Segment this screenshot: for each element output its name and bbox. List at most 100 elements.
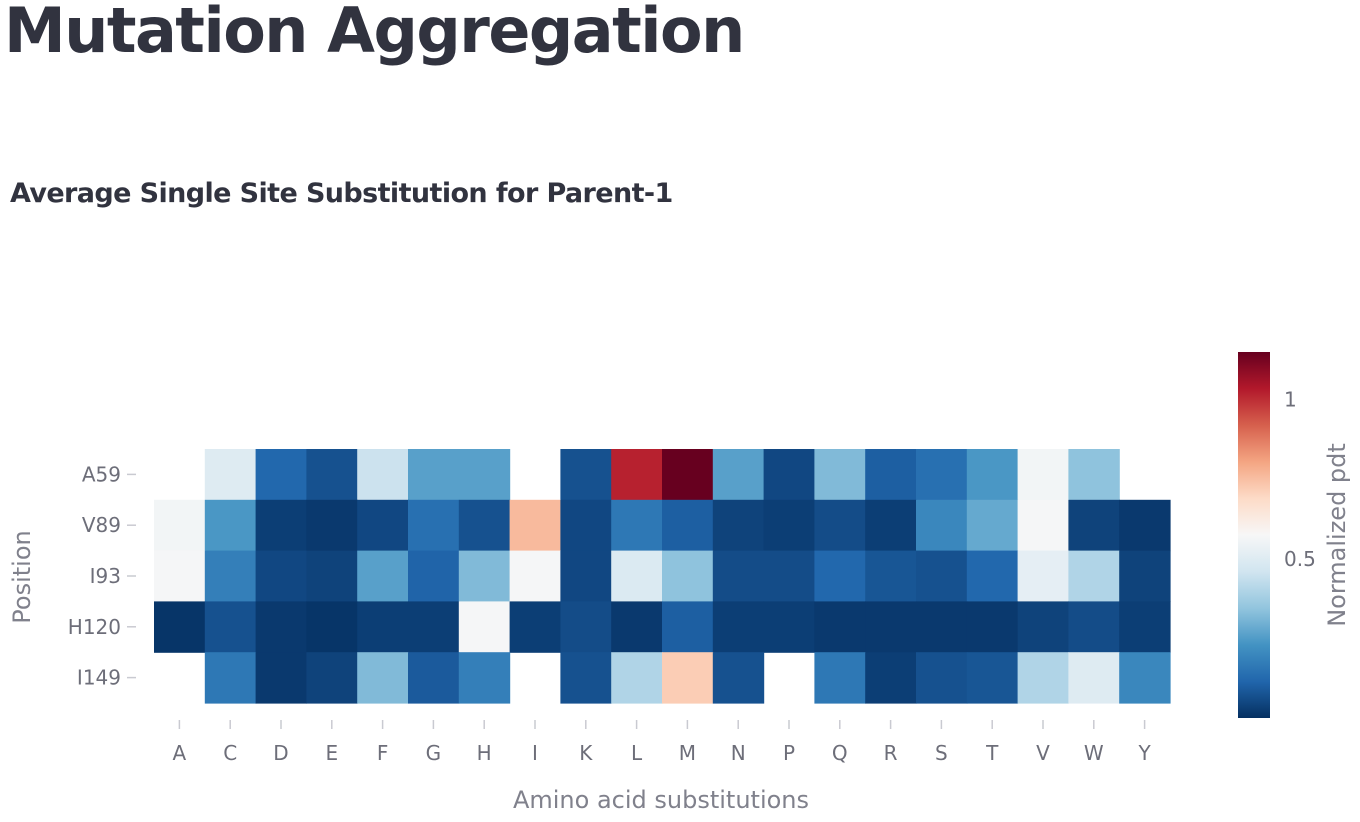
heatmap-cell-I149-T[interactable]	[966, 652, 1019, 704]
heatmap-cell-I93-Y[interactable]	[1119, 550, 1171, 602]
heatmap-cell-V89-W[interactable]	[1068, 499, 1120, 552]
y-axis-title: Position	[8, 530, 36, 623]
heatmap-cell-I149-C[interactable]	[204, 652, 257, 704]
heatmap-cell-A59-M[interactable]	[662, 449, 714, 501]
heatmap-cell-I149-K[interactable]	[560, 652, 612, 704]
heatmap-cell-I149-Q[interactable]	[814, 652, 866, 704]
heatmap-cell-I93-K[interactable]	[560, 550, 612, 602]
heatmap-cell-A59-S[interactable]	[916, 449, 968, 501]
heatmap-cell-V89-D[interactable]	[255, 499, 307, 552]
heatmap-cell-V89-Y[interactable]	[1119, 499, 1171, 552]
heatmap-cell-H120-H[interactable]	[458, 601, 511, 653]
heatmap-cell-V89-A[interactable]	[154, 499, 206, 552]
heatmap-cell-H120-A[interactable]	[154, 601, 206, 653]
heatmap-cell-H120-R[interactable]	[865, 601, 917, 653]
heatmap-cell-V89-H[interactable]	[458, 499, 511, 552]
heatmap-cell-I93-C[interactable]	[204, 550, 257, 602]
heatmap-cell-I93-I[interactable]	[509, 550, 561, 602]
heatmap-cell-H120-I[interactable]	[509, 601, 561, 653]
heatmap-cell-I149-Y[interactable]	[1119, 652, 1171, 704]
heatmap-cell-H120-Q[interactable]	[814, 601, 866, 653]
heatmap-cell-H120-N[interactable]	[712, 601, 765, 653]
heatmap-cell-I93-N[interactable]	[712, 550, 765, 602]
heatmap-cell-I93-D[interactable]	[255, 550, 307, 602]
heatmap-cell-I149-E[interactable]	[306, 652, 358, 704]
heatmap-cell-I93-E[interactable]	[306, 550, 358, 602]
heatmap-cell-I93-P[interactable]	[763, 550, 815, 602]
heatmap-cell-H120-W[interactable]	[1068, 601, 1120, 653]
heatmap-cell-I149-W[interactable]	[1068, 652, 1120, 704]
heatmap-cell-I149-L[interactable]	[611, 652, 663, 704]
heatmap-cell-I149-N[interactable]	[712, 652, 765, 704]
heatmap-cell-V89-I[interactable]	[509, 499, 561, 552]
heatmap-cell-A59-C[interactable]	[204, 449, 257, 501]
y-tick-label: I93	[90, 564, 121, 588]
heatmap-cell-A59-H[interactable]	[458, 449, 511, 501]
heatmap-cell-V89-R[interactable]	[865, 499, 917, 552]
heatmap-cell-I93-L[interactable]	[611, 550, 663, 602]
heatmap-cell-A59-F[interactable]	[357, 449, 409, 501]
heatmap-cell-A59-W[interactable]	[1068, 449, 1120, 501]
heatmap-cell-A59-N[interactable]	[712, 449, 765, 501]
heatmap-cell-V89-N[interactable]	[712, 499, 765, 552]
heatmap-cell-I93-H[interactable]	[458, 550, 511, 602]
heatmap-cell-I93-S[interactable]	[916, 550, 968, 602]
heatmap-cell-V89-Q[interactable]	[814, 499, 866, 552]
heatmap-cell-H120-P[interactable]	[763, 601, 815, 653]
heatmap-cell-V89-M[interactable]	[662, 499, 714, 552]
heatmap-cell-I149-G[interactable]	[408, 652, 460, 704]
heatmap-cell-A59-E[interactable]	[306, 449, 358, 501]
heatmap-cell-H120-V[interactable]	[1017, 601, 1069, 653]
y-tick-label: A59	[82, 462, 121, 486]
heatmap-cell-I93-V[interactable]	[1017, 550, 1069, 602]
heatmap-cell-I93-M[interactable]	[662, 550, 714, 602]
heatmap-cell-H120-K[interactable]	[560, 601, 612, 653]
heatmap-cell-H120-T[interactable]	[966, 601, 1019, 653]
heatmap-cell-A59-K[interactable]	[560, 449, 612, 501]
heatmap-cell-I149-H[interactable]	[458, 652, 511, 704]
heatmap-cell-H120-E[interactable]	[306, 601, 358, 653]
heatmap-cell-A59-T[interactable]	[966, 449, 1019, 501]
heatmap-cell-I93-A[interactable]	[154, 550, 206, 602]
heatmap-cell-V89-S[interactable]	[916, 499, 968, 552]
heatmap-cell-V89-T[interactable]	[966, 499, 1019, 552]
heatmap-cell-V89-K[interactable]	[560, 499, 612, 552]
heatmap-cell-I149-V[interactable]	[1017, 652, 1069, 704]
heatmap-cell-V89-G[interactable]	[408, 499, 460, 552]
heatmap-cell-A59-L[interactable]	[611, 449, 663, 501]
heatmap-cell-I149-F[interactable]	[357, 652, 409, 704]
heatmap-cell-H120-C[interactable]	[204, 601, 257, 653]
x-tick-label: G	[426, 741, 442, 765]
heatmap-cell-I149-S[interactable]	[916, 652, 968, 704]
heatmap-cell-V89-C[interactable]	[204, 499, 257, 552]
heatmap-cell-A59-R[interactable]	[865, 449, 917, 501]
heatmap-cell-A59-Q[interactable]	[814, 449, 866, 501]
heatmap-cell-V89-F[interactable]	[357, 499, 409, 552]
heatmap-cell-A59-D[interactable]	[255, 449, 307, 501]
heatmap-cell-H120-Y[interactable]	[1119, 601, 1171, 653]
heatmap-cell-H120-D[interactable]	[255, 601, 307, 653]
heatmap-cell-I149-D[interactable]	[255, 652, 307, 704]
heatmap-cell-H120-L[interactable]	[611, 601, 663, 653]
heatmap-cell-A59-V[interactable]	[1017, 449, 1069, 501]
heatmap-cell-A59-P[interactable]	[763, 449, 815, 501]
x-tick-label: R	[884, 741, 898, 765]
heatmap-cell-V89-V[interactable]	[1017, 499, 1069, 552]
heatmap-cell-I93-F[interactable]	[357, 550, 409, 602]
heatmap-cell-I149-R[interactable]	[865, 652, 917, 704]
heatmap-cell-V89-L[interactable]	[611, 499, 663, 552]
heatmap-cell-I93-T[interactable]	[966, 550, 1019, 602]
heatmap-cell-A59-G[interactable]	[408, 449, 460, 501]
heatmap-cell-V89-E[interactable]	[306, 499, 358, 552]
heatmap-cell-H120-S[interactable]	[916, 601, 968, 653]
heatmap-cells[interactable]	[154, 449, 1171, 704]
heatmap-cell-I93-W[interactable]	[1068, 550, 1120, 602]
heatmap-cell-I93-G[interactable]	[408, 550, 460, 602]
heatmap-cell-I93-R[interactable]	[865, 550, 917, 602]
heatmap-cell-H120-M[interactable]	[662, 601, 714, 653]
heatmap-cell-V89-P[interactable]	[763, 499, 815, 552]
heatmap-cell-I93-Q[interactable]	[814, 550, 866, 602]
heatmap-cell-I149-M[interactable]	[662, 652, 714, 704]
heatmap-cell-H120-G[interactable]	[408, 601, 460, 653]
heatmap-cell-H120-F[interactable]	[357, 601, 409, 653]
